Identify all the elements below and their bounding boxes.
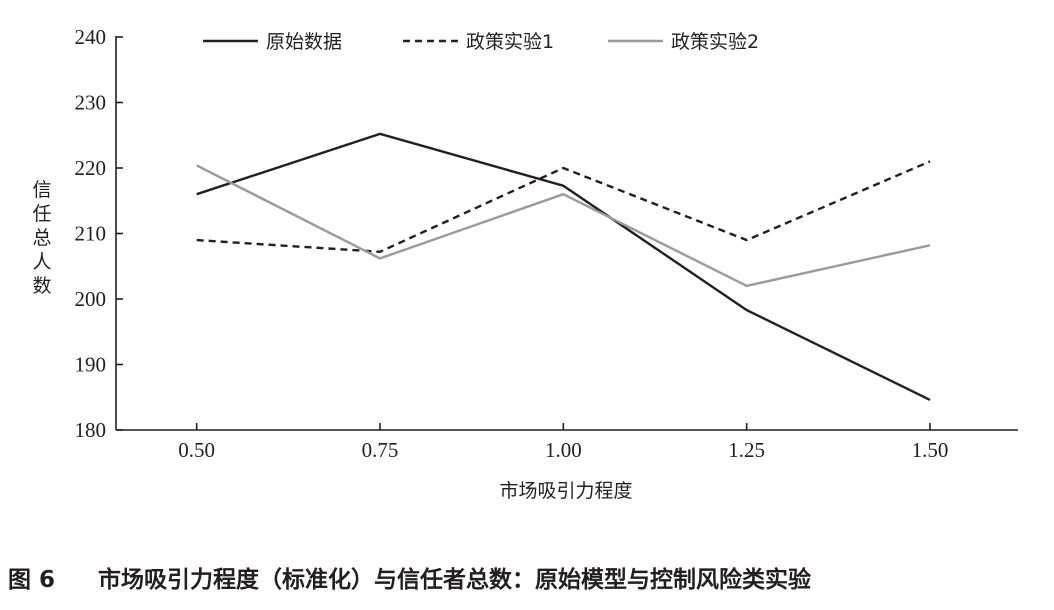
line-chart: 180 190 200 210 220 230 240 0.50 0.75 1.00 1.25 1.5… [32, 25, 1018, 502]
x-tick-label: 0.50 [178, 438, 215, 462]
legend-item-2: 政策实验1 [403, 31, 554, 53]
y-tick-label: 230 [75, 91, 107, 115]
legend-label: 政策实验1 [466, 31, 554, 53]
y-axis-title-char: 信 [32, 179, 51, 201]
x-tick-label: 1.00 [545, 438, 582, 462]
y-axis-title-char: 数 [32, 275, 51, 297]
series-line-2 [196, 160, 931, 254]
legend-label: 原始数据 [266, 31, 342, 53]
y-tick-label: 180 [75, 418, 107, 442]
figure-number: 图 6 [8, 567, 56, 593]
series-line-3 [196, 164, 931, 288]
figure-caption: 图 6 市场吸引力程度（标准化）与信任者总数：原始模型与控制风险类实验 [0, 550, 1054, 600]
legend-item-3: 政策实验2 [608, 31, 759, 53]
y-tick-label: 190 [75, 353, 107, 377]
series-line-1 [196, 132, 931, 401]
axes: 180 190 200 210 220 230 240 0.50 0.75 1.00 1.25 1.5… [75, 25, 1018, 462]
x-tick-label: 1.50 [912, 438, 949, 462]
y-axis-title-char: 任 [32, 203, 51, 225]
x-axis-title: 市场吸引力程度 [499, 480, 632, 502]
x-tick-label: 1.25 [728, 438, 765, 462]
y-tick-label: 240 [75, 25, 107, 49]
x-tick-label: 0.75 [362, 438, 399, 462]
y-tick-label: 200 [75, 287, 107, 311]
legend-item-1: 原始数据 [203, 31, 342, 53]
y-axis-title-char: 人 [32, 251, 51, 273]
legend: 原始数据 政策实验1 政策实验2 [203, 31, 759, 53]
y-tick-label: 220 [75, 156, 107, 180]
y-tick-label: 210 [75, 222, 107, 246]
y-axis-title-char: 总 [32, 227, 51, 249]
series-layer [196, 132, 931, 401]
legend-label: 政策实验2 [671, 31, 759, 53]
figure-title: 市场吸引力程度（标准化）与信任者总数：原始模型与控制风险类实验 [98, 567, 811, 593]
